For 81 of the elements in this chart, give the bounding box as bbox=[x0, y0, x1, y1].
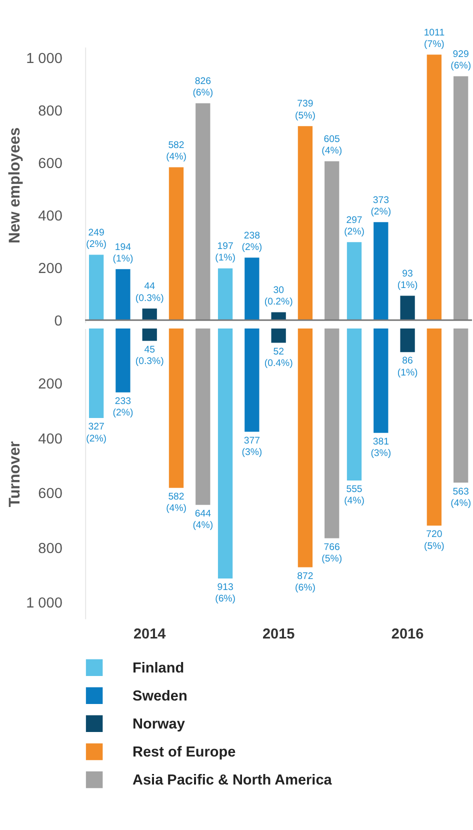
y-tick-label: 600 bbox=[38, 486, 62, 502]
y-tick-label: 200 bbox=[38, 260, 62, 277]
data-label: 327 (2%) bbox=[86, 422, 107, 444]
bar bbox=[218, 328, 233, 578]
bar bbox=[116, 328, 130, 392]
bar bbox=[271, 312, 286, 320]
data-label: 249 (2%) bbox=[86, 227, 107, 250]
y-tick-label: 200 bbox=[38, 376, 62, 393]
data-label: 197 (1%) bbox=[215, 241, 236, 264]
bar bbox=[196, 328, 210, 505]
bar bbox=[374, 328, 388, 433]
y-axis-title: New employees bbox=[6, 127, 24, 244]
data-label: 563 (4%) bbox=[450, 486, 472, 509]
bar bbox=[88, 254, 104, 320]
bar bbox=[324, 161, 340, 320]
bar bbox=[88, 328, 104, 418]
data-label: 582 (4%) bbox=[166, 491, 186, 514]
data-label: 238 (2%) bbox=[242, 230, 262, 253]
bar bbox=[168, 167, 184, 320]
data-label: 739 (5%) bbox=[295, 98, 316, 122]
bar bbox=[374, 222, 388, 320]
data-label: 45 (0.3%) bbox=[135, 344, 164, 368]
legend-label: Asia Pacific & North America bbox=[132, 772, 333, 789]
data-label: 93 (1%) bbox=[397, 268, 418, 291]
data-label: 381 (3%) bbox=[370, 436, 392, 460]
data-label: 297 (2%) bbox=[344, 214, 364, 238]
bar bbox=[196, 103, 210, 320]
bar bbox=[324, 328, 340, 538]
data-label: 720 (5%) bbox=[424, 529, 444, 552]
bar bbox=[298, 328, 313, 568]
data-label: 1011 (7%) bbox=[424, 27, 445, 50]
bar bbox=[426, 328, 442, 526]
x-tick-label: 2016 bbox=[391, 626, 424, 643]
bar bbox=[426, 54, 442, 320]
y-tick-label: 800 bbox=[38, 103, 62, 120]
bar bbox=[346, 242, 362, 320]
data-label: 582 (4%) bbox=[166, 140, 186, 163]
bar bbox=[400, 328, 415, 352]
bar bbox=[244, 258, 260, 320]
bar bbox=[168, 328, 184, 488]
data-label: 872 (6%) bbox=[295, 570, 316, 594]
legend-label: Finland bbox=[132, 660, 184, 676]
data-label: 929 (6%) bbox=[450, 48, 472, 72]
bar bbox=[454, 76, 468, 320]
bar bbox=[271, 328, 286, 343]
data-label: 555 (4%) bbox=[344, 484, 364, 507]
bar bbox=[244, 328, 260, 432]
legend-label: Sweden bbox=[132, 688, 188, 704]
y-tick-label: 0 bbox=[54, 313, 62, 330]
y-tick-label: 1 000 bbox=[26, 50, 62, 67]
data-label: 766 (5%) bbox=[322, 542, 342, 564]
data-label: 30 (0.2%) bbox=[264, 284, 293, 308]
y-tick-label: 400 bbox=[38, 208, 62, 224]
data-label: 377 (3%) bbox=[242, 435, 262, 458]
data-label: 86 (1%) bbox=[397, 356, 418, 378]
legend-label: Rest of Europe bbox=[132, 744, 236, 761]
y-tick-label: 1 000 bbox=[26, 596, 62, 612]
bar bbox=[116, 269, 130, 320]
y-tick-label: 600 bbox=[38, 156, 62, 172]
data-label: 913 (6%) bbox=[215, 582, 236, 605]
y-tick-label: 800 bbox=[38, 540, 62, 557]
data-label: 826 (6%) bbox=[192, 76, 214, 99]
bar bbox=[142, 328, 157, 341]
y-axis-title: Turnover bbox=[6, 441, 24, 508]
y-tick-label: 400 bbox=[38, 431, 62, 448]
bar bbox=[400, 296, 415, 320]
data-label: 605 (4%) bbox=[322, 134, 342, 157]
data-label: 644 (4%) bbox=[192, 508, 214, 532]
data-label: 194 (1%) bbox=[112, 242, 134, 264]
x-tick-label: 2015 bbox=[262, 626, 295, 643]
bar bbox=[142, 308, 157, 320]
data-label: 373 (2%) bbox=[370, 194, 392, 218]
data-label: 44 (0.3%) bbox=[135, 281, 164, 304]
bar bbox=[346, 328, 362, 480]
bar bbox=[454, 328, 468, 483]
legend-label: Norway bbox=[132, 716, 185, 733]
x-tick-label: 2014 bbox=[133, 626, 166, 643]
data-label: 233 (2%) bbox=[112, 396, 134, 419]
data-label: 52 (0.4%) bbox=[264, 346, 293, 369]
bar bbox=[298, 126, 313, 320]
bar bbox=[218, 268, 233, 320]
